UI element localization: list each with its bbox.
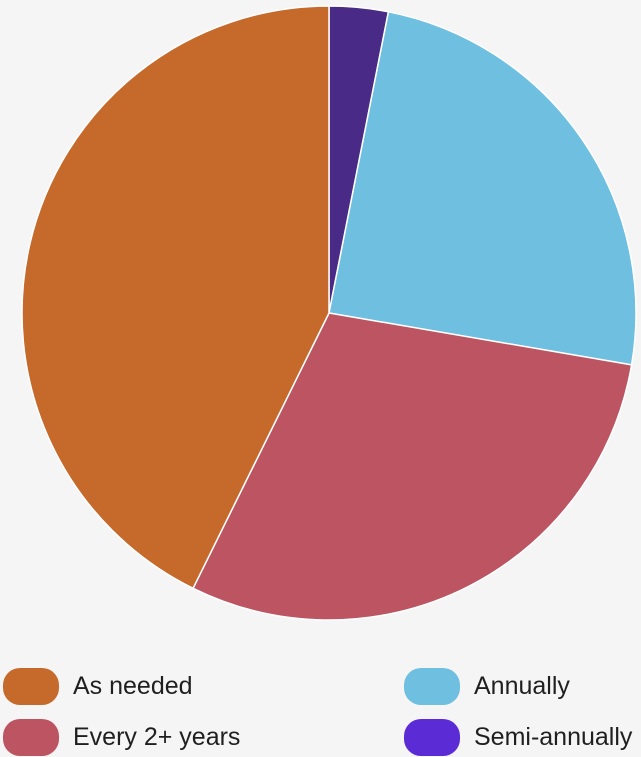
pie-slice-every-2-years [192, 312, 633, 621]
legend-item-semi-annually: Semi-annually [404, 717, 632, 757]
chart-legend: As needed Annually Every 2+ years Semi-a… [0, 662, 641, 757]
legend-swatch-semi-annually [404, 718, 460, 756]
legend-swatch-annually [404, 667, 460, 705]
legend-swatch-every-2-years [3, 718, 59, 756]
legend-label-every-2-years: Every 2+ years [73, 722, 241, 751]
legend-label-as-needed: As needed [73, 671, 193, 700]
legend-label-annually: Annually [474, 671, 570, 700]
legend-item-every-2-years: Every 2+ years [3, 717, 240, 757]
legend-item-annually: Annually [404, 666, 570, 706]
pie-slice-as-needed [21, 5, 330, 590]
pie-chart [21, 5, 637, 621]
legend-label-semi-annually: Semi-annually [474, 722, 633, 751]
legend-swatch-as-needed [3, 667, 59, 705]
pie-slice-annually [328, 11, 637, 366]
legend-item-as-needed: As needed [3, 666, 193, 706]
